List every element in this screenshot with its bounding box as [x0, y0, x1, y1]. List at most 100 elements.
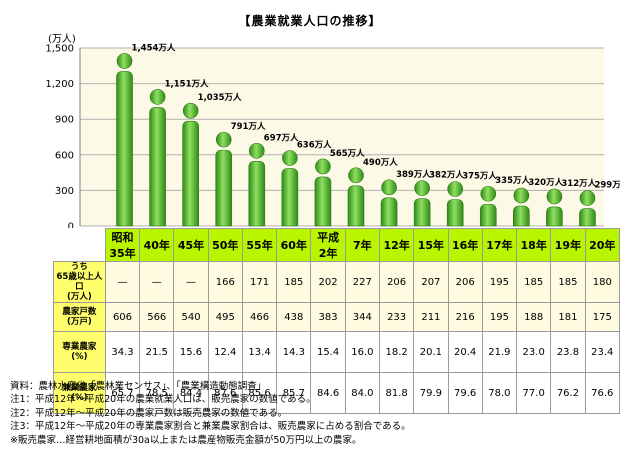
table-cell: 438 — [276, 302, 312, 332]
x-category-label: 55年 — [241, 228, 278, 262]
table-cell: 185 — [516, 261, 552, 303]
row-header: うち 65歳以上人口 (万人) — [53, 261, 106, 303]
chart-title: 【農業就業人口の推移】 — [238, 14, 382, 28]
bar-head — [480, 185, 497, 202]
bar-head — [513, 187, 530, 204]
table-cell: — — [104, 261, 141, 303]
x-category-label: 20年 — [584, 228, 620, 262]
table-row: 専業農家 (%) 34.3 21.5 15.6 12.4 13.4 14.3 15.4 16.0 1… — [53, 331, 620, 373]
y-tick-label: 0 — [68, 222, 74, 233]
bar — [314, 158, 332, 227]
notes: 資料：農林水産省「農林業センサス」、「農業構造動態調査」注1：平成12年～平成2… — [10, 380, 411, 447]
table-cell: 20.4 — [447, 331, 483, 373]
table-cell: 78.0 — [481, 372, 518, 414]
y-tick-label: 1,500 — [45, 44, 74, 55]
table-cell: 216 — [447, 302, 483, 332]
table-cell: 180 — [584, 261, 620, 303]
bar-head — [546, 188, 563, 205]
bar-body — [479, 203, 497, 227]
category-row: 昭和 35年 40年 45年 50年 55年 60年 平成 2年 7年 12年 15年 16年 17年 18… — [53, 228, 620, 262]
y-tick-label: 900 — [55, 115, 74, 126]
table-cell: 206 — [378, 261, 415, 303]
x-category-label: 昭和 35年 — [104, 228, 141, 262]
bar-body — [413, 198, 431, 227]
data-table: 昭和 35年 40年 45年 50年 55年 60年 平成 2年 7年 12年 15年 16年 17年 18… — [53, 228, 620, 414]
bar — [149, 89, 166, 227]
bar — [281, 150, 299, 227]
bar-body — [546, 206, 563, 227]
table-cell: — — [173, 261, 209, 303]
bar-body — [182, 120, 199, 227]
table-cell: 84.4 — [173, 372, 209, 414]
bar-head — [282, 150, 298, 166]
table-cell: 181 — [550, 302, 586, 332]
x-category-label: 15年 — [413, 228, 449, 262]
table-cell: 166 — [207, 261, 243, 303]
bar-body — [248, 160, 266, 227]
table-cell: 78.5 — [139, 372, 175, 414]
table-cell: 15.4 — [310, 331, 346, 373]
table-cell: 206 — [447, 261, 483, 303]
bar-data-label: 791万人 — [231, 121, 266, 132]
bar-head — [248, 142, 265, 159]
x-category-label: 12年 — [378, 228, 415, 262]
table-cell: 540 — [173, 302, 209, 332]
table-cell: 76.6 — [584, 372, 620, 414]
table-cell: 175 — [584, 302, 620, 332]
x-category-label: 45年 — [173, 228, 209, 262]
table-cell: 21.9 — [481, 331, 518, 373]
x-category-label: 17年 — [481, 228, 518, 262]
bar-head — [579, 190, 596, 206]
bar-head — [215, 131, 232, 148]
note-line: 注1：平成12年～平成20年の農業就業人口は、販売農家の数値である。 — [10, 394, 316, 406]
table-cell: 15.6 — [173, 331, 209, 373]
bar-head — [315, 158, 331, 175]
bar — [479, 185, 497, 227]
table-cell: 185 — [276, 261, 312, 303]
table-cell: 202 — [310, 261, 346, 303]
table-cell: 207 — [413, 261, 449, 303]
note-line: 資料：農林水産省「農林業センサス」、「農業構造動態調査」 — [10, 381, 267, 392]
bar — [513, 187, 530, 227]
bar-body — [446, 199, 464, 227]
bar — [546, 188, 563, 227]
bar — [347, 167, 365, 227]
table-cell: 566 — [139, 302, 175, 332]
bar-body — [314, 176, 332, 227]
table-cell: 65.7 — [104, 372, 141, 414]
table-cell: 195 — [481, 302, 518, 332]
bar-data-label: 490万人 — [363, 157, 398, 168]
bar-data-label: 320万人 — [528, 177, 563, 188]
x-category-label: 40年 — [139, 228, 175, 262]
row-header: 農家戸数 (万戸) — [53, 302, 106, 332]
bar-data-label: 389万人 — [396, 169, 431, 180]
bar-body — [347, 185, 365, 227]
y-tick-label: 600 — [55, 150, 74, 161]
table-cell: 85.7 — [276, 372, 312, 414]
bar-body — [116, 71, 133, 227]
table-cell: 233 — [378, 302, 415, 332]
bar-body — [513, 205, 530, 227]
table-cell: 12.4 — [207, 331, 243, 373]
table-cell: 211 — [413, 302, 449, 332]
note-line: 注3：平成12年～平成20年の専業農家割合と兼業農家割合は、販売農家に占める割合… — [10, 421, 411, 433]
bar-head — [348, 167, 364, 184]
bar-data-label: 1,454万人 — [132, 42, 176, 53]
bar — [248, 142, 266, 227]
table-cell: 188 — [516, 302, 552, 332]
x-category-label: 19年 — [550, 228, 586, 262]
table-cell: 79.6 — [447, 372, 483, 414]
table-cell: 14.3 — [276, 331, 312, 373]
x-category-label: 18年 — [516, 228, 552, 262]
table-cell: 195 — [481, 261, 518, 303]
bar — [116, 53, 133, 227]
bar-data-label: 697万人 — [264, 132, 299, 143]
bar-data-label: 375万人 — [462, 171, 497, 182]
table-cell: 466 — [241, 302, 278, 332]
bar-data-label: 636万人 — [297, 140, 332, 151]
table-cell: 34.3 — [104, 331, 141, 373]
bar-head — [182, 102, 199, 119]
x-category-label: 60年 — [276, 228, 312, 262]
table-cell: 79.9 — [413, 372, 449, 414]
